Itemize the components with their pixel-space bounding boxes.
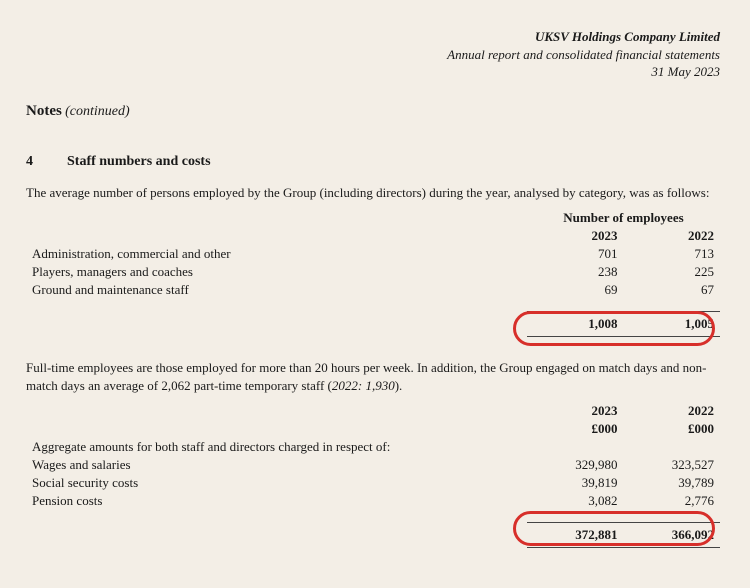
costs-total-2022: 366,092 bbox=[623, 523, 720, 548]
notes-heading: Notes (continued) bbox=[26, 103, 720, 120]
table-cell: 2,776 bbox=[623, 492, 720, 510]
table-cell: 713 bbox=[623, 245, 720, 263]
table-cell: 329,980 bbox=[527, 456, 624, 474]
table-cell: 701 bbox=[527, 245, 624, 263]
table-row: Players, managers and coaches bbox=[26, 263, 527, 281]
notes-continued: (continued) bbox=[65, 104, 130, 119]
costs-total-2023: 372,881 bbox=[527, 523, 624, 548]
report-date: 31 May 2023 bbox=[26, 63, 720, 81]
employees-col-2022: 2022 bbox=[623, 227, 720, 245]
table-row: Pension costs bbox=[26, 492, 527, 510]
table-row: Wages and salaries bbox=[26, 456, 527, 474]
report-header: UKSV Holdings Company Limited Annual rep… bbox=[26, 28, 720, 81]
table-cell: 39,819 bbox=[527, 474, 624, 492]
costs-year-2022: 2022 bbox=[623, 402, 720, 420]
intro-paragraph-2: Full-time employees are those employed f… bbox=[26, 359, 720, 394]
table-cell: 67 bbox=[623, 281, 720, 299]
employees-total-2023: 1,008 bbox=[527, 312, 624, 337]
section-heading: 4 Staff numbers and costs bbox=[26, 154, 720, 170]
table-cell: 238 bbox=[527, 263, 624, 281]
costs-unit-2023: £000 bbox=[527, 420, 624, 438]
employees-total-2022: 1,005 bbox=[623, 312, 720, 337]
costs-year-2023: 2023 bbox=[527, 402, 624, 420]
table-cell: 39,789 bbox=[623, 474, 720, 492]
table-row: Administration, commercial and other bbox=[26, 245, 527, 263]
costs-table: 2023 2022 £000 £000 Aggregate amounts fo… bbox=[26, 402, 720, 548]
intro-paragraph-1: The average number of persons employed b… bbox=[26, 184, 720, 202]
intro2-part-c: ). bbox=[395, 378, 403, 393]
table-row: Social security costs bbox=[26, 474, 527, 492]
table-row: Ground and maintenance staff bbox=[26, 281, 527, 299]
costs-lead-label: Aggregate amounts for both staff and dir… bbox=[26, 438, 527, 456]
section-number: 4 bbox=[26, 154, 33, 170]
employees-span-header: Number of employees bbox=[527, 209, 720, 227]
company-name: UKSV Holdings Company Limited bbox=[26, 28, 720, 46]
employees-col-2023: 2023 bbox=[527, 227, 624, 245]
notes-word: Notes bbox=[26, 103, 62, 119]
table-cell: 3,082 bbox=[527, 492, 624, 510]
table-cell: 323,527 bbox=[623, 456, 720, 474]
section-title: Staff numbers and costs bbox=[67, 154, 211, 170]
costs-unit-2022: £000 bbox=[623, 420, 720, 438]
intro2-italic: 2022: 1,930 bbox=[332, 378, 395, 393]
table-cell: 225 bbox=[623, 263, 720, 281]
employees-table: Number of employees 2023 2022 Administra… bbox=[26, 209, 720, 337]
table-cell: 69 bbox=[527, 281, 624, 299]
report-title: Annual report and consolidated financial… bbox=[26, 46, 720, 64]
